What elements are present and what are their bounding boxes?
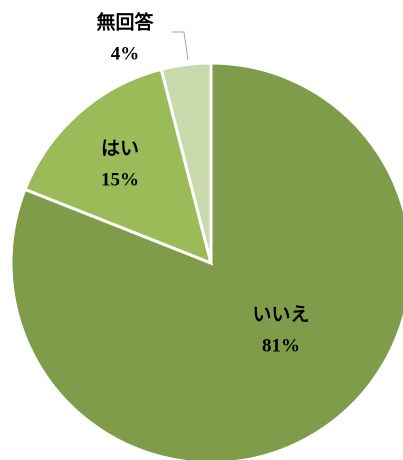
slice-value-label: 81%: [262, 335, 300, 356]
slice-label: いいえ: [252, 304, 309, 325]
pie-slice: [159, 61, 213, 264]
slice-label: はい: [101, 138, 139, 159]
pie-slice: [23, 67, 214, 266]
slice-value-label: 15%: [101, 169, 139, 190]
leader-line: [172, 31, 189, 61]
slice-label: 無回答: [96, 10, 154, 33]
slice-value-label: 4%: [111, 43, 140, 64]
